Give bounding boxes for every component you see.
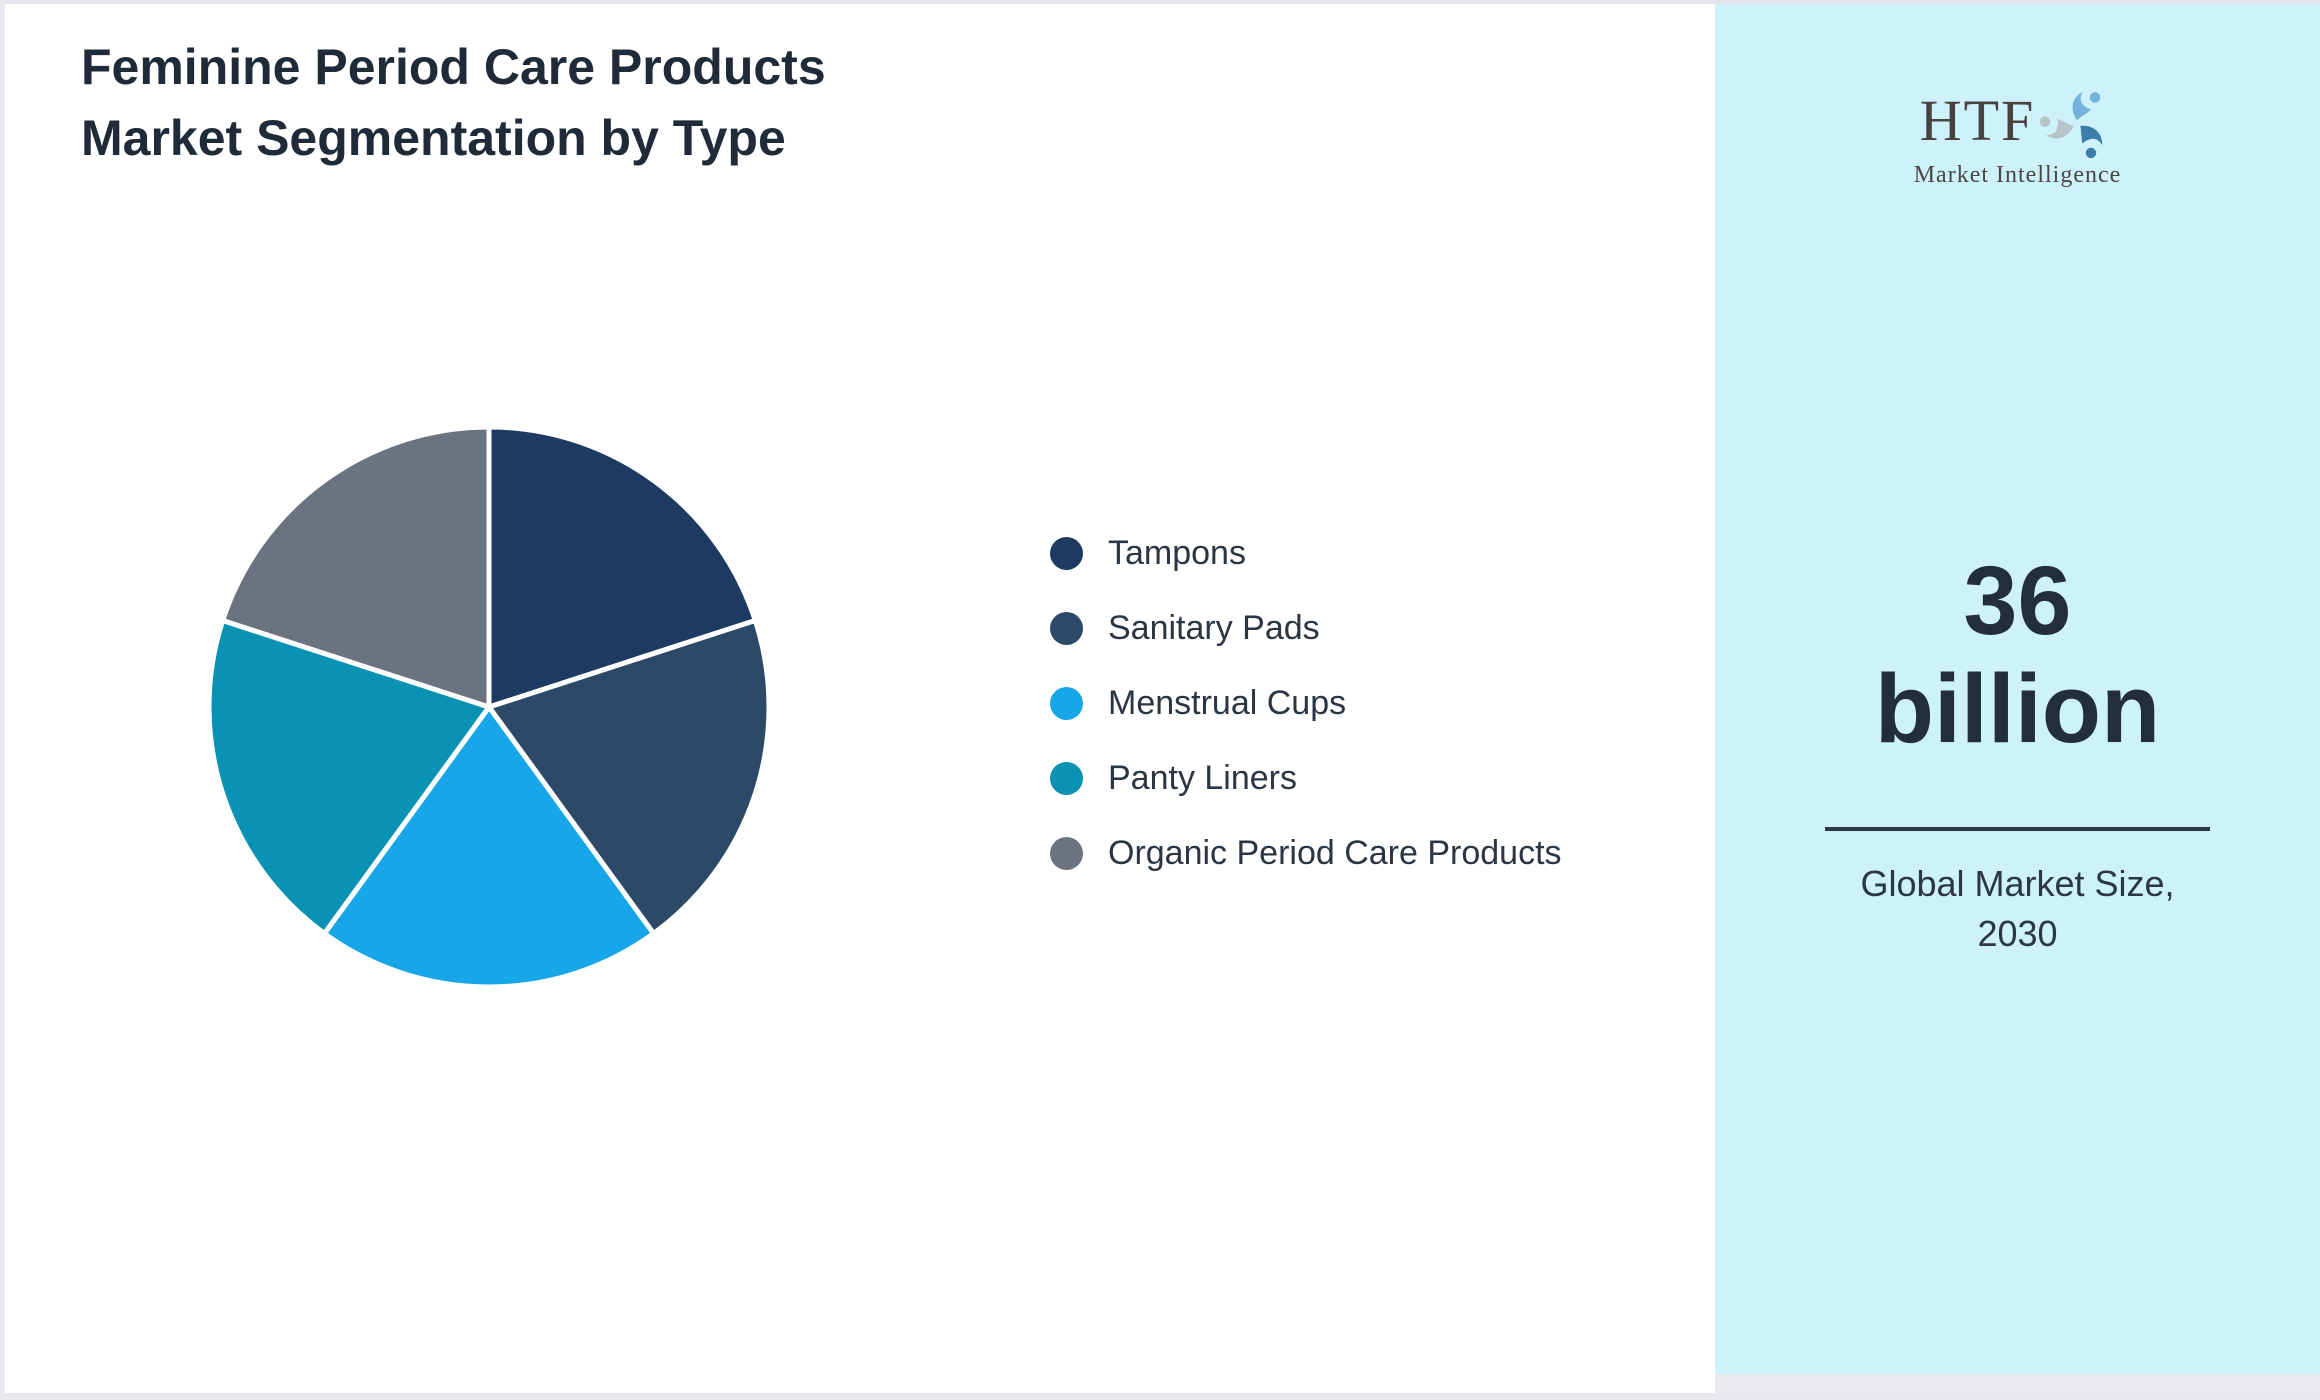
logo-swirl-icon bbox=[2039, 91, 2103, 159]
legend-item-organic-period-care-products: Organic Period Care Products bbox=[1050, 816, 1562, 891]
sidebar: HTF Market Intelligence bbox=[1715, 4, 2320, 1374]
pie-slice-organic-period-care-products bbox=[220, 424, 492, 710]
logo-tagline: Market Intelligence bbox=[1913, 162, 2122, 188]
legend-label: Panty Liners bbox=[1108, 759, 1297, 797]
legend-item-panty-liners: Panty Liners bbox=[1050, 741, 1562, 816]
legend-label: Sanitary Pads bbox=[1108, 609, 1320, 647]
legend-item-sanitary-pads: Sanitary Pads bbox=[1050, 591, 1562, 666]
legend-label: Organic Period Care Products bbox=[1108, 834, 1562, 872]
bottom-edge-strip bbox=[1715, 1374, 2320, 1393]
htf-logo-row: HTF bbox=[1920, 84, 2116, 162]
pie-chart bbox=[206, 424, 772, 990]
pie-slice-panty-liners bbox=[206, 617, 492, 937]
market-size-caption: Global Market Size, 2030 bbox=[1860, 863, 2175, 954]
pie-slice-sanitary-pads bbox=[486, 617, 772, 937]
legend-swatch-icon bbox=[1050, 612, 1083, 645]
legend-item-menstrual-cups: Menstrual Cups bbox=[1050, 666, 1562, 741]
chart-legend: Tampons Sanitary Pads Menstrual Cups Panty … bbox=[1050, 516, 1562, 891]
legend-swatch-icon bbox=[1050, 837, 1083, 870]
legend-item-tampons: Tampons bbox=[1050, 516, 1562, 591]
legend-label: Tampons bbox=[1108, 534, 1246, 572]
page-title-line-1: Feminine Period Care Products bbox=[81, 39, 826, 95]
market-size-value: 36 billion bbox=[1874, 546, 2161, 763]
page-title: Feminine Period Care Products Market Seg… bbox=[81, 32, 826, 174]
legend-label: Menstrual Cups bbox=[1108, 684, 1347, 722]
legend-swatch-icon bbox=[1050, 762, 1083, 795]
pie-slice-menstrual-cups bbox=[321, 704, 657, 990]
page-title-line-2: Market Segmentation by Type bbox=[81, 110, 786, 166]
stat-divider bbox=[1825, 827, 2210, 831]
logo-text: HTF bbox=[1919, 88, 2036, 153]
pie-slice-tampons bbox=[486, 424, 758, 710]
legend-swatch-icon bbox=[1050, 537, 1083, 570]
legend-swatch-icon bbox=[1050, 687, 1083, 720]
htf-logo: HTF Market Intelligence bbox=[1715, 84, 2320, 189]
